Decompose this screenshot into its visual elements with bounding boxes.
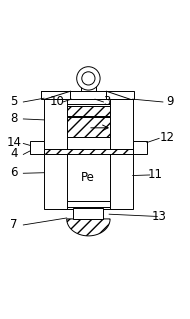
Text: 9: 9 (167, 95, 174, 108)
Text: 11: 11 (148, 168, 163, 181)
Text: Pe: Pe (81, 171, 94, 184)
Text: 5: 5 (10, 95, 18, 108)
Bar (41, 91, 134, 99)
Bar (81, 78, 96, 91)
Text: 7: 7 (10, 218, 18, 231)
Polygon shape (67, 219, 110, 236)
Bar (67, 117, 109, 137)
Text: 6: 6 (10, 166, 18, 179)
Text: 3: 3 (104, 95, 111, 108)
Circle shape (82, 72, 95, 85)
Text: 13: 13 (152, 210, 167, 223)
Bar (70, 91, 106, 99)
Bar (67, 106, 109, 116)
Text: 8: 8 (10, 112, 18, 125)
Text: 14: 14 (6, 137, 21, 149)
Text: 4: 4 (10, 147, 18, 160)
Text: 10: 10 (50, 95, 65, 108)
Bar (44, 149, 133, 154)
Bar (30, 141, 44, 154)
Bar (133, 141, 147, 154)
Bar (44, 99, 133, 209)
Bar (67, 201, 109, 207)
Circle shape (77, 67, 100, 90)
Text: 12: 12 (159, 131, 174, 144)
Bar (67, 99, 110, 209)
Bar (73, 208, 104, 219)
